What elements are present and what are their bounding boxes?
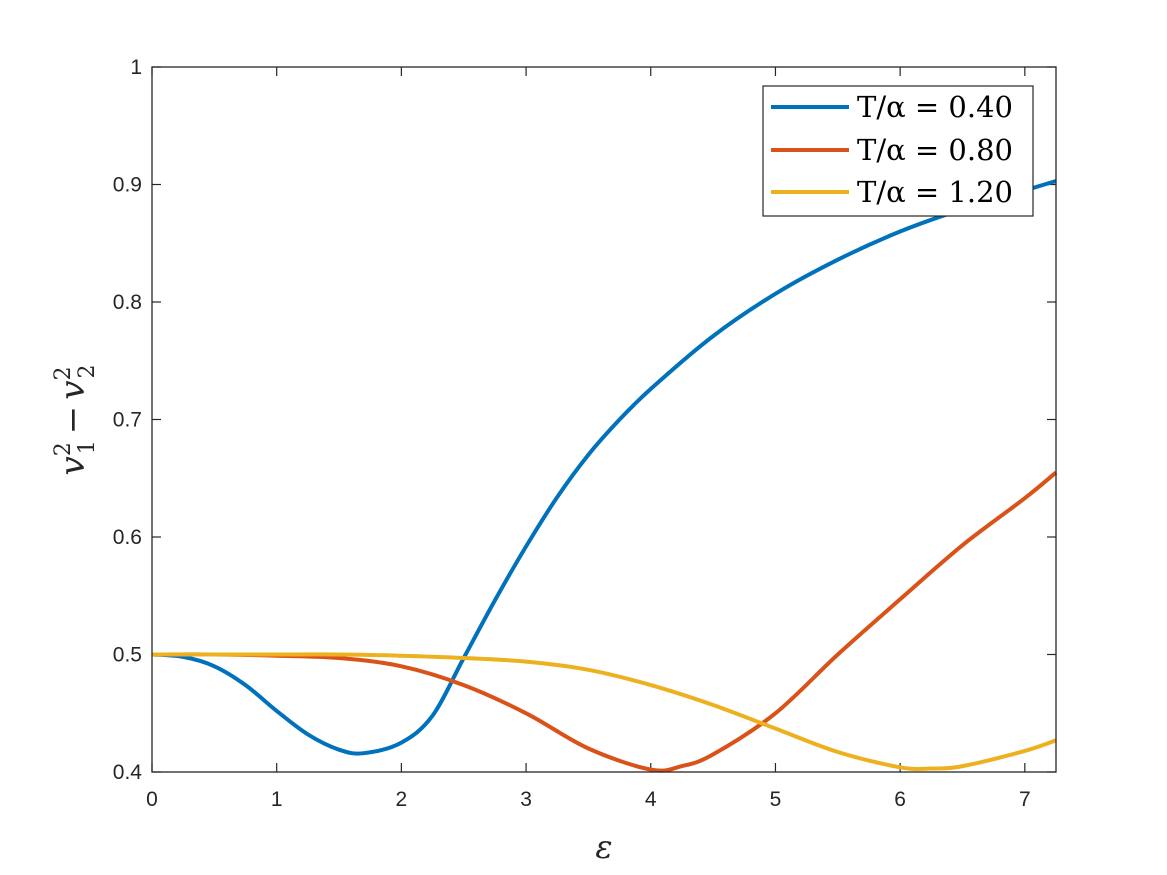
legend-label-0: T/α = 0.40 <box>857 90 1013 124</box>
series-line-1 <box>151 470 1058 773</box>
y-tick-label: 0.9 <box>113 174 142 197</box>
y-tick-label: 0.8 <box>113 291 142 314</box>
x-tick-label: 7 <box>1019 788 1031 811</box>
x-tick-label: 3 <box>520 788 532 811</box>
x-tick-label: 4 <box>645 788 657 811</box>
x-tick-label: 5 <box>770 788 782 811</box>
legend: T/α = 0.40 T/α = 0.80 T/α = 1.20 <box>762 85 1034 217</box>
y-tick-label: 0.5 <box>113 644 142 667</box>
y-tick-label: 1 <box>130 56 142 79</box>
legend-label-2: T/α = 1.20 <box>857 175 1013 209</box>
series-lines <box>151 179 1058 773</box>
y-tick-label: 0.7 <box>113 409 142 432</box>
y-axis-label: v21−v22 <box>51 365 100 476</box>
y-tick-label: 0.4 <box>113 761 143 784</box>
x-tick-label: 1 <box>271 788 283 811</box>
x-tick-label: 2 <box>396 788 408 811</box>
series-line-2 <box>152 652 1057 771</box>
y-axis-ticks: 0.4 0.5 0.6 0.7 0.8 0.9 1 <box>113 56 1056 784</box>
series-line-0 <box>151 179 1057 756</box>
axes-box <box>151 66 1057 773</box>
x-tick-label: 6 <box>894 788 906 811</box>
x-axis-label: ε <box>595 828 612 866</box>
legend-label-1: T/α = 0.80 <box>857 133 1013 167</box>
x-tick-label: 0 <box>146 788 158 811</box>
y-tick-label: 0.6 <box>113 526 142 549</box>
